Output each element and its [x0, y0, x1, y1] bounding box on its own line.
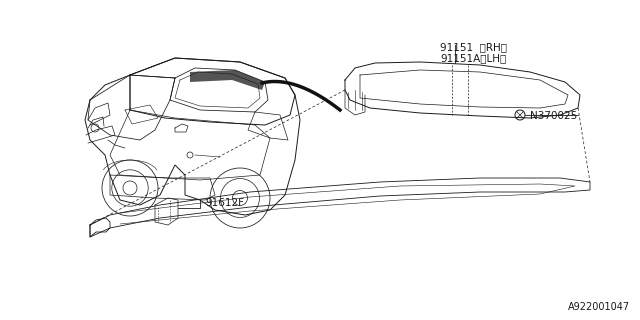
Text: 91612F: 91612F	[205, 198, 244, 208]
Text: N370025: N370025	[530, 111, 577, 121]
Text: 91151A〈LH〉: 91151A〈LH〉	[440, 53, 506, 63]
Polygon shape	[190, 70, 265, 90]
Text: 91151  〈RH〉: 91151 〈RH〉	[440, 42, 507, 52]
Text: A922001047: A922001047	[568, 302, 630, 312]
